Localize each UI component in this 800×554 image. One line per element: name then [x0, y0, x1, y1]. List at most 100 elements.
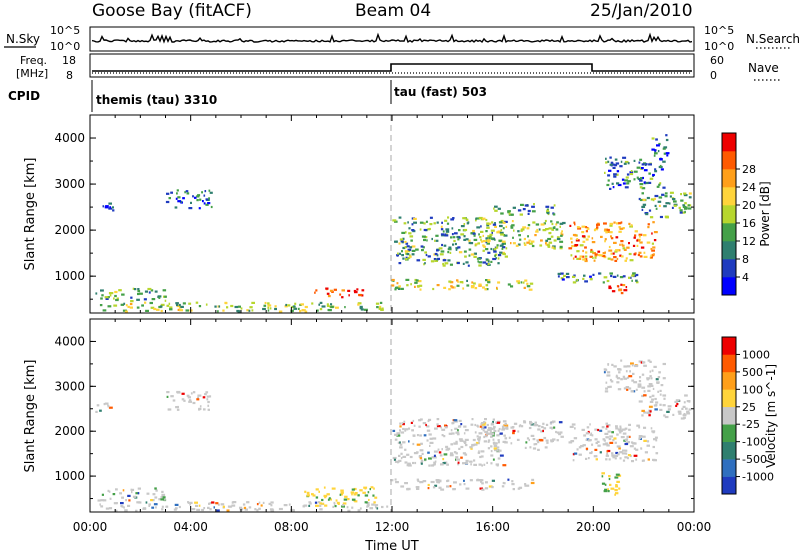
velocity-echo-cell	[136, 501, 140, 504]
power-echo-cell	[556, 237, 561, 241]
velocity-echo-cell	[312, 494, 316, 497]
velocity-echo-cell	[648, 405, 653, 408]
power-echo-cell	[379, 301, 383, 304]
velocity-echo-cell	[490, 450, 493, 453]
power-echo-cell	[683, 207, 688, 210]
velocity-echo-cell	[455, 440, 458, 443]
power-colorbar-tick-label: 8	[742, 253, 749, 266]
power-echo-cell	[485, 279, 488, 282]
velocity-echo-cell	[207, 506, 210, 509]
power-echo-cell	[444, 219, 448, 222]
velocity-echo-cell	[407, 464, 412, 467]
power-echo-cell	[653, 239, 657, 242]
velocity-echo-cell	[409, 455, 413, 459]
power-echo-cell	[685, 206, 688, 209]
power-echo-cell	[347, 289, 351, 292]
power-echo-cell	[299, 310, 302, 313]
power-echo-cell	[475, 217, 477, 220]
power-echo-cell	[593, 229, 596, 232]
velocity-echo-cell	[269, 508, 274, 511]
power-echo-cell	[659, 182, 662, 185]
power-echo-cell	[500, 219, 504, 223]
velocity-echo-cell	[419, 449, 424, 452]
power-echo-cell	[510, 242, 512, 245]
velocity-echo-cell	[321, 498, 324, 502]
velocity-echo-cell	[646, 411, 650, 414]
power-echo-cell	[446, 222, 450, 225]
velocity-echo-cell	[568, 441, 573, 444]
velocity-echo-cell	[148, 504, 150, 507]
velocity-echo-cell	[501, 425, 505, 428]
velocity-echo-cell	[418, 419, 422, 422]
power-echo-cell	[113, 297, 115, 300]
power-echo-cell	[413, 217, 417, 220]
power-echo-cell	[496, 244, 499, 247]
velocity-echo-cell	[416, 478, 419, 481]
velocity-echo-cell	[605, 454, 609, 457]
power-echo-cell	[687, 204, 690, 207]
power-echo-cell	[179, 309, 183, 312]
power-echo-cell	[444, 234, 449, 237]
power-echo-cell	[559, 240, 564, 243]
velocity-echo-cell	[220, 503, 225, 506]
velocity-echo-cell	[209, 395, 212, 398]
power-echo-cell	[426, 239, 428, 242]
velocity-echo-cell	[366, 504, 370, 508]
power-echo-cell	[434, 259, 438, 262]
velocity-echo-cell	[611, 452, 614, 455]
velocity-echo-cell	[143, 507, 147, 510]
velocity-echo-cell	[628, 423, 631, 426]
power-echo-cell	[606, 230, 610, 233]
velocity-echo-cell	[290, 508, 294, 512]
velocity-echo-cell	[543, 427, 547, 430]
power-echo-cell	[112, 209, 115, 212]
velocity-echo-cell	[154, 487, 157, 490]
power-echo-cell	[653, 154, 656, 157]
velocity-echo-cell	[337, 502, 340, 505]
power-echo-cell	[648, 172, 651, 175]
power-echo-cell	[102, 309, 107, 312]
velocity-echo-cell	[627, 457, 629, 460]
power-echo-cell	[463, 250, 467, 253]
power-echo-cell	[651, 232, 653, 235]
velocity-echo-cell	[487, 432, 491, 435]
velocity-echo-cell	[641, 386, 646, 389]
velocity-echo-cell	[232, 501, 237, 504]
velocity-echo-cell	[674, 400, 678, 403]
power-echo-cell	[652, 173, 655, 177]
velocity-echo-cell	[626, 388, 629, 391]
velocity-echo-cell	[416, 434, 419, 437]
power-echo-cell	[419, 288, 422, 291]
velocity-colorbar-tick-label: 500	[742, 366, 763, 379]
power-echo-cell	[169, 306, 173, 309]
power-echo-cell	[198, 207, 201, 210]
power-echo-cell	[502, 221, 506, 224]
power-echo-cell	[391, 278, 395, 282]
velocity-echo-cell	[427, 419, 430, 423]
power-echo-cell	[330, 303, 333, 306]
power-echo-cell	[551, 222, 554, 226]
power-colorbar-swatch	[722, 259, 736, 278]
velocity-echo-cell	[619, 457, 622, 460]
power-echo-cell	[613, 175, 617, 178]
velocity-echo-cell	[428, 464, 431, 467]
velocity-echo-cell	[501, 485, 505, 488]
velocity-echo-cell	[246, 501, 250, 504]
power-colorbar-swatch	[722, 151, 736, 170]
power-echo-cell	[648, 163, 652, 166]
velocity-echo-cell	[436, 423, 439, 426]
power-echo-cell	[427, 255, 431, 258]
power-echo-cell	[650, 247, 653, 251]
power-ytick-label: 4000	[54, 131, 85, 145]
power-echo-cell	[491, 221, 494, 224]
power-echo-cell	[553, 247, 556, 250]
velocity-echo-cell	[643, 394, 647, 397]
power-echo-cell	[201, 191, 203, 194]
power-echo-cell	[673, 204, 677, 207]
power-echo-cell	[404, 250, 409, 253]
velocity-echo-cell	[533, 424, 537, 427]
power-echo-cell	[614, 259, 618, 262]
power-echo-cell	[109, 206, 111, 209]
velocity-echo-cell	[624, 439, 628, 442]
velocity-echo-cell	[344, 495, 348, 498]
